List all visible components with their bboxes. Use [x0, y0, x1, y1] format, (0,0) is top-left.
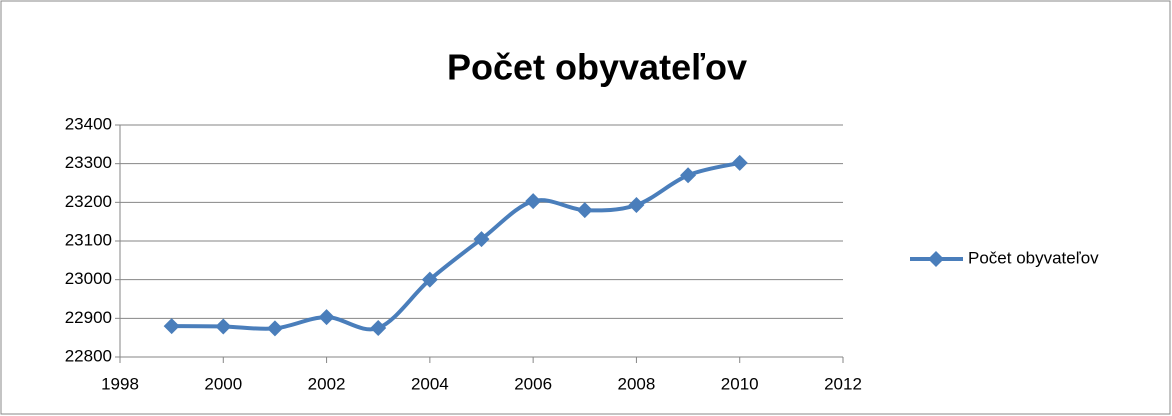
x-tick-label: 2006 [514, 374, 552, 393]
marker [731, 154, 748, 171]
y-tick-label: 23400 [65, 114, 112, 133]
chart-title: Počet obyvateľov [447, 47, 747, 88]
y-tick-label: 23300 [65, 153, 112, 172]
marker [370, 320, 387, 336]
x-tick-label: 2012 [824, 374, 862, 393]
x-tick-label: 2004 [411, 374, 449, 393]
x-tick-label: 2010 [721, 374, 759, 393]
marker [318, 309, 335, 326]
x-tick-label: 2000 [204, 374, 242, 393]
y-tick-label: 22800 [65, 346, 112, 365]
y-tick-label: 23000 [65, 269, 112, 288]
marker [576, 202, 593, 219]
y-tick-label: 23100 [65, 230, 112, 249]
marker [163, 318, 180, 335]
y-tick-label: 22900 [65, 308, 112, 327]
y-tick-label: 23200 [65, 192, 112, 211]
legend-marker [928, 251, 944, 267]
x-tick-label: 1998 [101, 374, 139, 393]
marker [215, 318, 232, 335]
marker [266, 320, 283, 337]
marker [525, 193, 542, 210]
x-tick-label: 2008 [618, 374, 656, 393]
legend-label: Počet obyvateľov [968, 248, 1099, 267]
marker [680, 167, 697, 184]
marker [473, 231, 490, 248]
x-tick-label: 2002 [308, 374, 346, 393]
marker [628, 197, 645, 214]
marker [421, 271, 438, 288]
